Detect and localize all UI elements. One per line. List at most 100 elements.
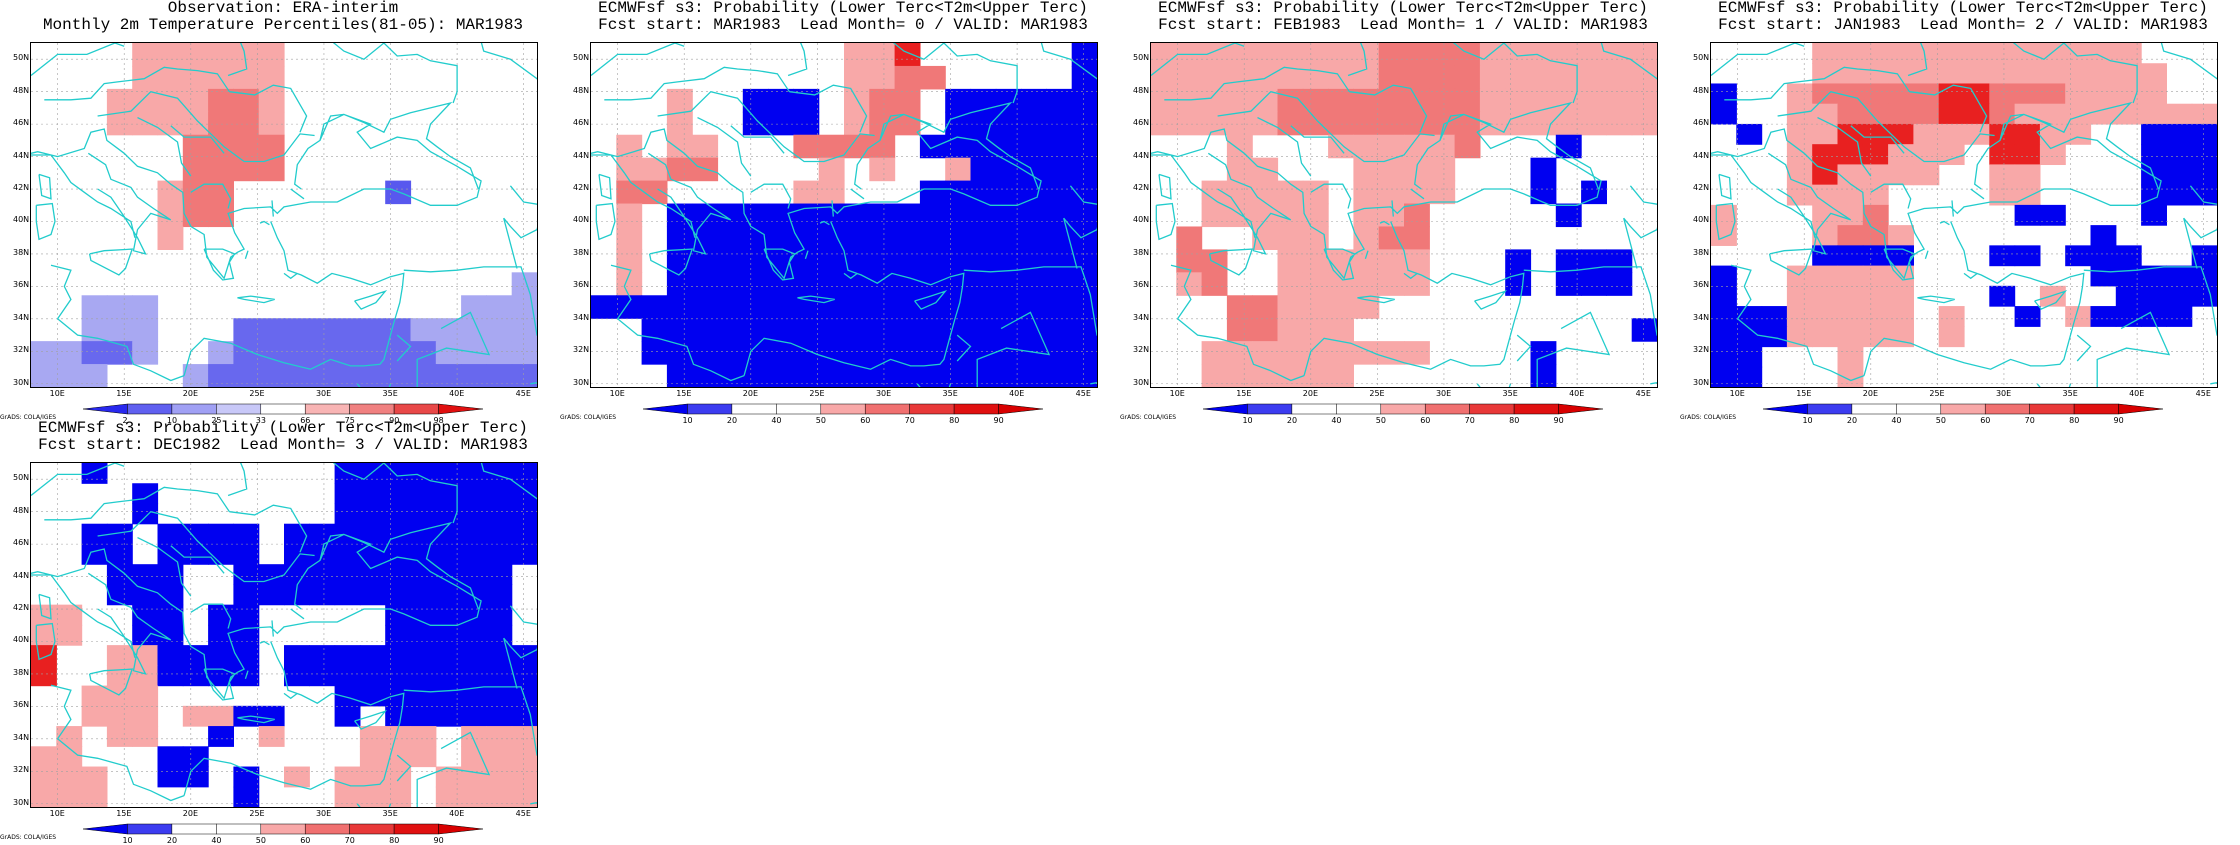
grid-cell <box>1606 272 1633 296</box>
grid-cell <box>945 249 972 273</box>
grid-cell <box>995 295 1022 319</box>
grid-cell <box>157 584 184 606</box>
grid-cell <box>1302 272 1329 296</box>
grid-cell <box>1479 43 1506 67</box>
grid-cell <box>486 483 513 505</box>
grid-cell <box>81 786 108 807</box>
grid-cell <box>1631 318 1657 342</box>
grid-cell <box>1530 157 1557 182</box>
grid-cell <box>793 249 820 273</box>
grid-cell <box>1252 43 1279 67</box>
grid-cell <box>1252 341 1279 365</box>
colorbar-segment <box>82 403 128 415</box>
grid-cell <box>359 364 386 387</box>
grid-cell <box>2090 43 2117 64</box>
grid-cell <box>435 645 462 666</box>
grid-cell <box>1201 341 1228 365</box>
grid-cell <box>410 503 437 525</box>
grid-cell <box>157 180 184 205</box>
grid-cell <box>106 543 133 565</box>
grid-cell <box>1021 272 1047 296</box>
grid-cell <box>435 483 462 505</box>
grid-cell <box>2141 164 2167 186</box>
grid-cell <box>1888 63 1914 85</box>
grid-cell <box>2090 225 2117 246</box>
colorbar-segment <box>349 823 395 835</box>
grid-cell <box>616 226 643 250</box>
grid-cell <box>132 705 159 727</box>
grid-cell <box>2191 123 2217 145</box>
grid-cell <box>1277 180 1304 205</box>
grid-cell <box>258 157 285 182</box>
lat-tick-label: 34N <box>573 312 590 322</box>
coastline <box>31 43 537 387</box>
colorbar-segment <box>2029 403 2075 415</box>
grid-cell <box>692 134 719 159</box>
grid-cell <box>1046 134 1073 159</box>
grid-cell <box>995 341 1022 365</box>
grid-cell <box>2191 164 2217 186</box>
grid-cell <box>742 88 769 113</box>
grid-cell <box>31 766 57 788</box>
grid-cell <box>2115 43 2142 64</box>
grid-cell <box>208 624 234 646</box>
grid-cell <box>2141 144 2167 166</box>
grid-cell <box>182 203 209 228</box>
grid-cell <box>410 463 437 484</box>
grid-cell <box>1201 88 1228 113</box>
grid-cell <box>435 685 462 707</box>
grid-cell <box>385 584 412 606</box>
grid-cell <box>1862 103 1889 125</box>
grid-cell <box>1378 203 1405 228</box>
grid-cell <box>945 157 972 182</box>
grid-cell <box>1302 295 1329 319</box>
grid-cell <box>106 685 133 707</box>
lat-tick-label: 44N <box>13 150 30 160</box>
grid-cell <box>258 43 285 67</box>
grid-cell <box>2141 63 2167 85</box>
grid-cell <box>2014 164 2041 186</box>
grid-cell <box>309 645 336 666</box>
grid-cell <box>1404 134 1430 159</box>
grid-cell <box>334 564 361 586</box>
lat-tick-label: 30N <box>13 377 30 387</box>
panel-title: ECMWFsf s3: Probability (Lower Terc<T2m<… <box>590 0 1096 34</box>
grid-cell <box>56 341 83 365</box>
colorbar-label: 70 <box>344 836 355 845</box>
grid-cell <box>2166 103 2193 125</box>
grid-cell <box>461 564 487 586</box>
grid-cell <box>1252 364 1279 387</box>
grid-cell <box>1581 88 1607 113</box>
lon-tick-label: 25E <box>809 389 825 398</box>
lon-tick-label: 20E <box>182 389 199 398</box>
grid-cell <box>1888 123 1914 145</box>
panel-title-line-1: ECMWFsf s3: Probability (Lower Terc<T2m<… <box>598 0 1088 17</box>
grid-cell <box>233 766 260 788</box>
grid-cell <box>106 665 133 687</box>
grid-cell <box>1429 180 1456 205</box>
grid-cell <box>616 272 643 296</box>
grid-cell <box>1631 43 1657 67</box>
colorbar-segment <box>1762 403 1808 415</box>
grid-cell <box>970 88 997 113</box>
grid-cell <box>844 226 870 250</box>
lat-tick-label: 36N <box>1133 280 1150 290</box>
grid-cell <box>258 88 285 113</box>
grid-cell <box>1786 164 1813 186</box>
lat-tick-label: 50N <box>13 53 30 63</box>
grid-cell <box>793 318 820 342</box>
colorbar-segment <box>82 823 128 835</box>
grid-cell <box>1786 123 1813 145</box>
grid-cell <box>81 341 108 365</box>
grid-cell <box>1606 249 1633 273</box>
lon-tick-label: 15E <box>1796 389 1812 398</box>
grid-cell <box>1046 318 1073 342</box>
panel-title-line-2: Fcst start: JAN1983 Lead Month= 2 / VALI… <box>1718 16 2208 34</box>
grid-cell <box>385 685 412 707</box>
grid-cell <box>1378 341 1405 365</box>
grid-cell <box>1812 83 1839 105</box>
grid-cell <box>1711 366 1737 387</box>
grid-cell <box>844 295 870 319</box>
grid-cell <box>1505 88 1532 113</box>
grid-cell <box>1837 306 1864 327</box>
